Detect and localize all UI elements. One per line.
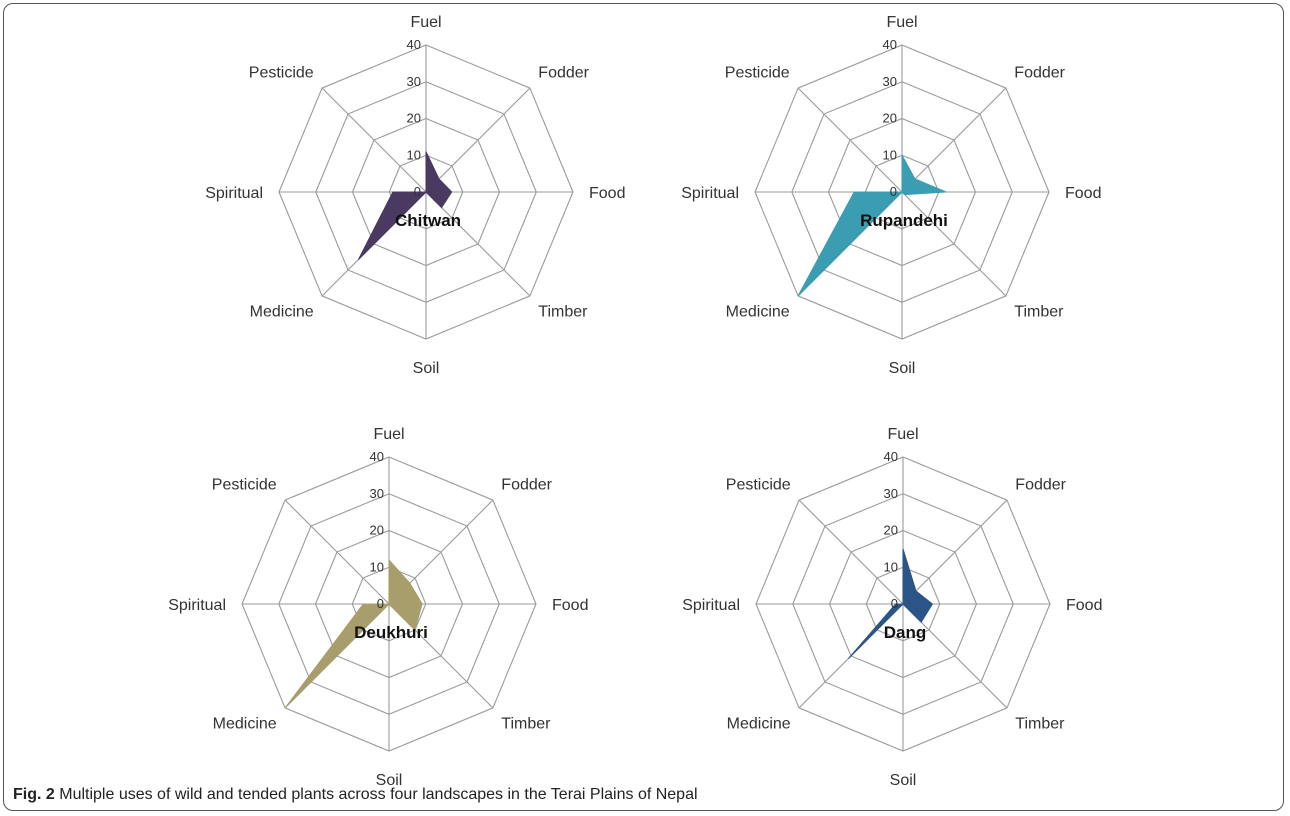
tick-label-40: 40 [883, 37, 897, 52]
radar-chart-deukhuri: 0 10 20 30 40 Fuel Fodder Food Timber Soil Medicin… [168, 426, 588, 789]
axis-label-soil: Soil [413, 360, 440, 377]
axis-label-fodder: Fodder [1014, 65, 1065, 82]
axis-label-timber: Timber [538, 303, 588, 320]
tick-label-0: 0 [890, 184, 897, 199]
tick-label-30: 30 [407, 74, 421, 89]
caption-label: Fig. 2 [13, 786, 55, 803]
axis-label-medicine: Medicine [726, 303, 790, 320]
tick-label-40: 40 [370, 449, 384, 464]
series-label-chitwan: Chitwan [395, 211, 461, 230]
axis-label-food: Food [552, 597, 588, 614]
caption-text: Multiple uses of wild and tended plants … [59, 786, 698, 803]
data-area-dang [848, 548, 934, 659]
axis-label-fodder: Fodder [501, 477, 552, 494]
tick-label-0: 0 [414, 184, 421, 199]
axis-label-pesticide: Pesticide [249, 65, 314, 82]
spoke-fodder [902, 499, 1008, 605]
axis-label-pesticide: Pesticide [726, 477, 791, 494]
radar-chart-chitwan: 0 10 20 30 40 Fuel Fodder Food Timber Soil Medicin… [205, 14, 625, 377]
spoke-pesticide [321, 87, 427, 193]
axis-label-timber: Timber [1015, 715, 1065, 732]
tick-label-20: 20 [370, 523, 384, 538]
tick-label-10: 10 [884, 559, 898, 574]
tick-label-30: 30 [883, 74, 897, 89]
axis-label-spiritual: Spiritual [168, 597, 226, 614]
spoke-timber [901, 191, 1007, 297]
axis-label-food: Food [1066, 597, 1102, 614]
radar-chart-dang: 0 10 20 30 40 Fuel Fodder Food Timber Soil Medicin… [682, 426, 1102, 789]
spoke-timber [425, 191, 531, 297]
tick-label-20: 20 [883, 111, 897, 126]
tick-label-10: 10 [407, 147, 421, 162]
data-area-chitwan [357, 151, 453, 260]
axis-label-timber: Timber [501, 715, 551, 732]
series-label-deukhuri: Deukhuri [354, 623, 428, 642]
tick-label-20: 20 [884, 523, 898, 538]
axis-label-food: Food [589, 185, 625, 202]
axis-label-spiritual: Spiritual [681, 185, 739, 202]
axis-label-medicine: Medicine [727, 715, 791, 732]
data-area-deukhuri [284, 558, 423, 709]
axis-label-pesticide: Pesticide [725, 65, 790, 82]
tick-label-30: 30 [884, 486, 898, 501]
series-label-rupandehi: Rupandehi [860, 211, 948, 230]
spoke-pesticide [798, 499, 904, 605]
tick-label-30: 30 [370, 486, 384, 501]
axis-label-fuel: Fuel [410, 14, 441, 31]
tick-label-10: 10 [370, 559, 384, 574]
spoke-pesticide [797, 87, 903, 193]
radar-chart-rupandehi: 0 10 20 30 40 Fuel Fodder Food Timber Soil Medicin… [681, 14, 1101, 377]
spoke-fodder [425, 87, 531, 193]
axis-label-soil: Soil [889, 360, 916, 377]
spoke-pesticide [284, 499, 390, 605]
axis-label-fuel: Fuel [887, 426, 918, 443]
axis-label-spiritual: Spiritual [682, 597, 740, 614]
axis-label-soil: Soil [890, 772, 917, 789]
tick-label-20: 20 [407, 111, 421, 126]
axis-label-fuel: Fuel [886, 14, 917, 31]
axis-label-medicine: Medicine [250, 303, 314, 320]
axis-label-timber: Timber [1014, 303, 1064, 320]
axis-label-fodder: Fodder [538, 65, 589, 82]
axis-label-fodder: Fodder [1015, 477, 1066, 494]
tick-label-0: 0 [891, 596, 898, 611]
tick-label-10: 10 [883, 147, 897, 162]
axis-label-food: Food [1065, 185, 1101, 202]
figure-frame [3, 3, 1284, 811]
figure-caption: Fig. 2 Multiple uses of wild and tended … [13, 786, 698, 804]
spoke-fodder [901, 87, 1007, 193]
axis-label-pesticide: Pesticide [212, 477, 277, 494]
axis-label-spiritual: Spiritual [205, 185, 263, 202]
axis-label-soil: Soil [376, 772, 403, 789]
tick-label-40: 40 [407, 37, 421, 52]
series-label-dang: Dang [884, 623, 927, 642]
axis-label-fuel: Fuel [373, 426, 404, 443]
tick-label-40: 40 [884, 449, 898, 464]
axis-label-medicine: Medicine [213, 715, 277, 732]
tick-label-0: 0 [377, 596, 384, 611]
data-area-rupandehi [797, 155, 947, 297]
